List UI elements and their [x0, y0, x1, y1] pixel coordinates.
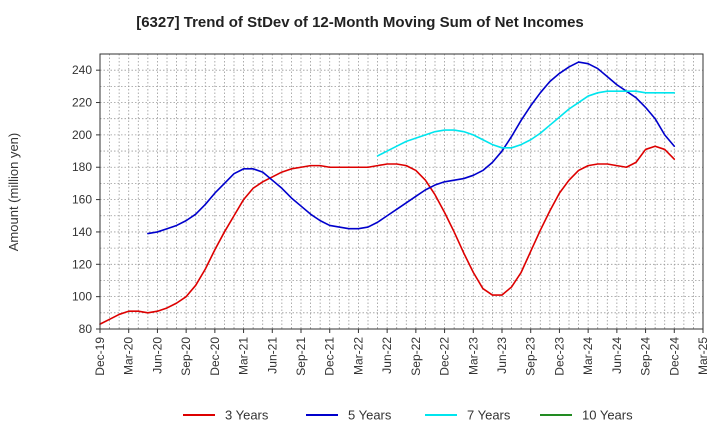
- x-tick-label: Jun-20: [150, 337, 164, 374]
- y-tick-label: 160: [72, 193, 92, 207]
- x-tick-label: Sep-23: [524, 337, 538, 376]
- x-tick-label: Mar-21: [237, 337, 251, 375]
- x-tick-label: Mar-25: [696, 337, 710, 375]
- y-tick-label: 100: [72, 290, 92, 304]
- y-tick-label: 120: [72, 257, 92, 271]
- legend-label: 7 Years: [467, 408, 511, 423]
- x-tick-labels: Dec-19 Mar-20 Jun-20 Sep-20 Dec-20 Mar-21 Jun-…: [93, 329, 710, 376]
- y-tick-label: 240: [72, 63, 92, 77]
- legend: 3 Years 5 Years 7 Years 10 Years: [183, 408, 633, 423]
- x-tick-label: Dec-22: [438, 337, 452, 376]
- series-line-7-years: [376, 90, 676, 157]
- x-tick-label: Sep-21: [294, 337, 308, 376]
- legend-item-3-years: 3 Years: [183, 408, 269, 423]
- series-line-3-years: [99, 145, 676, 325]
- x-tick-label: Jun-21: [265, 337, 279, 374]
- x-tick-label: Dec-21: [323, 337, 337, 376]
- plot-border: [99, 53, 704, 330]
- x-tick-label: Mar-23: [466, 337, 480, 375]
- legend-item-7-years: 7 Years: [425, 408, 511, 423]
- x-tick-label: Dec-20: [208, 337, 222, 376]
- x-tick-label: Jun-24: [610, 337, 624, 374]
- x-tick-label: Jun-23: [495, 337, 509, 374]
- grid-layer: [99, 53, 704, 330]
- y-tick-label: 220: [72, 96, 92, 110]
- series-line-5-years: [147, 61, 676, 235]
- y-tick-label: 180: [72, 160, 92, 174]
- x-tick-label: Mar-20: [122, 337, 136, 375]
- x-tick-label: Sep-24: [639, 337, 653, 376]
- x-tick-label: Dec-24: [667, 337, 681, 376]
- legend-label: 5 Years: [348, 408, 392, 423]
- series-layer: [99, 61, 676, 325]
- y-tick-label: 80: [79, 322, 93, 336]
- x-tick-label: Jun-22: [380, 337, 394, 374]
- legend-label: 10 Years: [582, 408, 633, 423]
- x-tick-label: Mar-22: [351, 337, 365, 375]
- chart-title: [6327] Trend of StDev of 12-Month Moving…: [136, 14, 584, 31]
- x-tick-label: Sep-22: [409, 337, 423, 376]
- plot-area: [100, 54, 703, 329]
- x-tick-label: Sep-20: [179, 337, 193, 376]
- legend-item-5-years: 5 Years: [306, 408, 392, 423]
- x-tick-label: Dec-23: [552, 337, 566, 376]
- y-axis-label: Amount (million yen): [6, 133, 21, 252]
- x-tick-label: Dec-19: [93, 337, 107, 376]
- legend-label: 3 Years: [225, 408, 269, 423]
- y-tick-labels: 80 100 120 140 160 180 200 220 240: [72, 63, 100, 336]
- x-tick-label: Mar-24: [581, 337, 595, 375]
- y-tick-label: 140: [72, 225, 92, 239]
- legend-item-10-years: 10 Years: [540, 408, 633, 423]
- y-tick-label: 200: [72, 128, 92, 142]
